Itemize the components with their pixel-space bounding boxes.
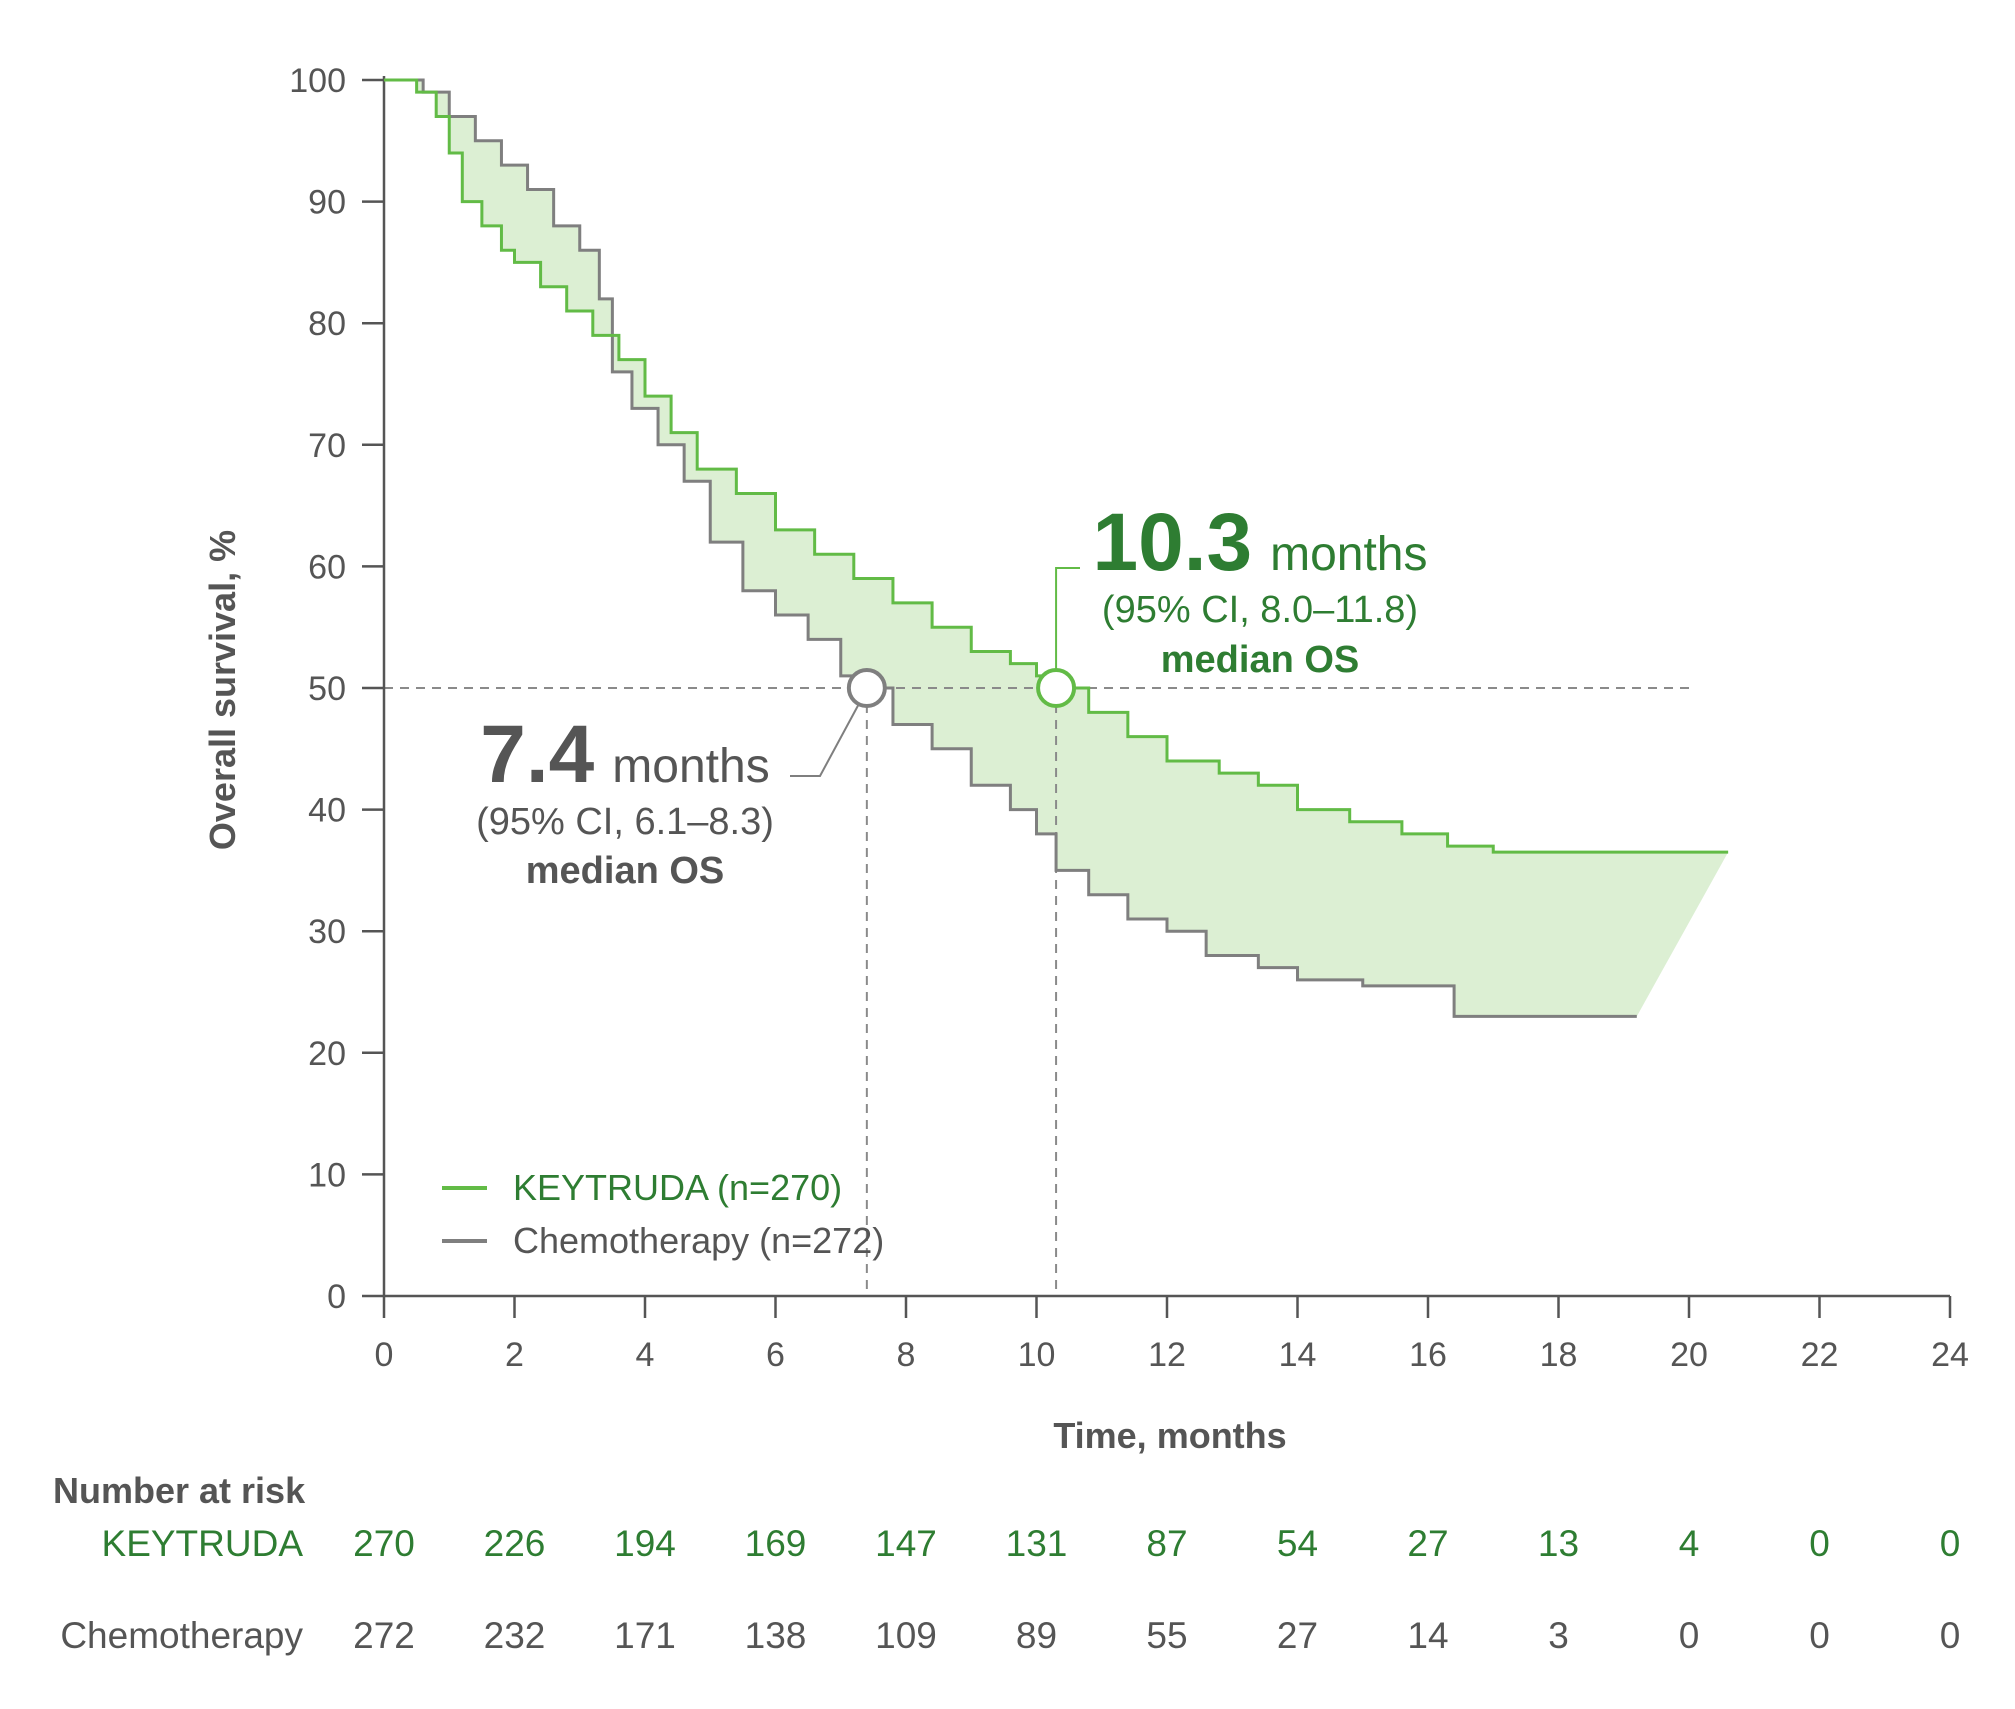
median-number: 10.3 [1092, 497, 1252, 588]
y-tick-label: 60 [308, 548, 346, 586]
risk-value-keytruda: 169 [745, 1523, 807, 1564]
risk-value-chemo: 138 [745, 1615, 807, 1656]
x-tick-label: 24 [1931, 1336, 1969, 1374]
median-marker-keytruda [1036, 668, 1077, 708]
x-tick-label: 6 [766, 1336, 785, 1374]
y-tick-label: 50 [308, 670, 346, 708]
risk-value-chemo: 27 [1277, 1615, 1318, 1656]
y-tick-label: 100 [289, 62, 346, 100]
legend: KEYTRUDA (n=270) Chemotherapy (n=272) [442, 1167, 884, 1261]
keytruda-survival-curve [384, 78, 1729, 854]
x-tick-label: 12 [1148, 1336, 1186, 1374]
y-tick-label: 40 [308, 792, 346, 830]
x-tick-label: 2 [505, 1336, 524, 1374]
between-curves-area [384, 80, 1729, 1017]
risk-value-chemo: 109 [875, 1615, 937, 1656]
risk-value-chemo: 3 [1548, 1615, 1569, 1656]
risk-value-chemo: 89 [1016, 1615, 1057, 1656]
median-number: 7.4 [480, 709, 594, 800]
annotation-leader-chemo [790, 703, 860, 777]
risk-value-keytruda: 27 [1407, 1523, 1448, 1564]
legend-label-chemo: Chemotherapy (n=272) [513, 1220, 884, 1261]
risk-value-chemo: 171 [614, 1615, 676, 1656]
risk-value-chemo: 272 [353, 1615, 415, 1656]
risk-value-chemo: 0 [1679, 1615, 1700, 1656]
x-tick-label: 18 [1540, 1336, 1578, 1374]
risk-value-chemo: 232 [484, 1615, 546, 1656]
y-tick-label: 10 [308, 1156, 346, 1194]
x-tick-label: 4 [636, 1336, 655, 1374]
median-unit: months [1270, 528, 1427, 581]
risk-row-label-chemo: Chemotherapy [60, 1615, 303, 1656]
median-unit: months [612, 740, 769, 793]
risk-value-chemo: 0 [1809, 1615, 1830, 1656]
risk-value-keytruda: 87 [1146, 1523, 1187, 1564]
median-annotations: 10.3 months (95% CI, 8.0–11.8) median OS 7.4… [476, 497, 1427, 892]
x-tick-label: 0 [375, 1336, 394, 1374]
risk-value-keytruda: 147 [875, 1523, 937, 1564]
x-tick-label: 14 [1279, 1336, 1317, 1374]
y-tick-label: 80 [308, 305, 346, 343]
median-marker-chemo [846, 668, 887, 708]
risk-value-chemo: 55 [1146, 1615, 1187, 1656]
risk-value-keytruda: 131 [1006, 1523, 1068, 1564]
y-tick-label: 20 [308, 1035, 346, 1073]
risk-value-keytruda: 0 [1809, 1523, 1830, 1564]
risk-value-chemo: 14 [1407, 1615, 1448, 1656]
y-tick-label: 30 [308, 913, 346, 951]
reference-lines [384, 687, 1689, 1296]
median-label-keytruda: median OS [1161, 639, 1360, 681]
risk-value-keytruda: 4 [1679, 1523, 1700, 1564]
y-tick-label: 90 [308, 184, 346, 222]
risk-value-keytruda: 226 [484, 1523, 546, 1564]
risk-value-keytruda: 54 [1277, 1523, 1318, 1564]
x-axis-title: Time, months [1053, 1415, 1286, 1456]
y-tick-label: 70 [308, 427, 346, 465]
risk-value-keytruda: 270 [353, 1523, 415, 1564]
x-tick-label: 16 [1409, 1336, 1447, 1374]
risk-value-keytruda: 194 [614, 1523, 676, 1564]
median-ci-chemo: (95% CI, 6.1–8.3) [476, 801, 774, 843]
survival-gap-fill [384, 80, 1729, 1017]
annotation-leader-keytruda [1055, 567, 1080, 670]
x-tick-label: 22 [1801, 1336, 1839, 1374]
y-tick-label: 0 [327, 1278, 346, 1316]
risk-value-keytruda: 13 [1538, 1523, 1579, 1564]
risk-value-chemo: 0 [1940, 1615, 1961, 1656]
risk-value-keytruda: 0 [1940, 1523, 1961, 1564]
median-value-keytruda: 10.3 months [1092, 497, 1427, 588]
risk-row-label-keytruda: KEYTRUDA [102, 1523, 304, 1564]
x-tick-label: 10 [1018, 1336, 1056, 1374]
y-axis-title: Overall survival, % [202, 530, 243, 850]
number-at-risk-table: Number at risk KEYTRUDA 270 226 194 169 147 13… [53, 1470, 1960, 1656]
chemo-survival-curve [384, 78, 1637, 1018]
median-label-chemo: median OS [526, 850, 725, 892]
risk-table-title: Number at risk [53, 1470, 306, 1511]
x-tick-label: 20 [1670, 1336, 1708, 1374]
median-value-chemo: 7.4 months [480, 709, 769, 800]
median-ci-keytruda: (95% CI, 8.0–11.8) [1102, 589, 1418, 631]
x-tick-label: 8 [897, 1336, 916, 1374]
legend-label-keytruda: KEYTRUDA (n=270) [513, 1167, 842, 1208]
survival-curves [384, 78, 1729, 1018]
